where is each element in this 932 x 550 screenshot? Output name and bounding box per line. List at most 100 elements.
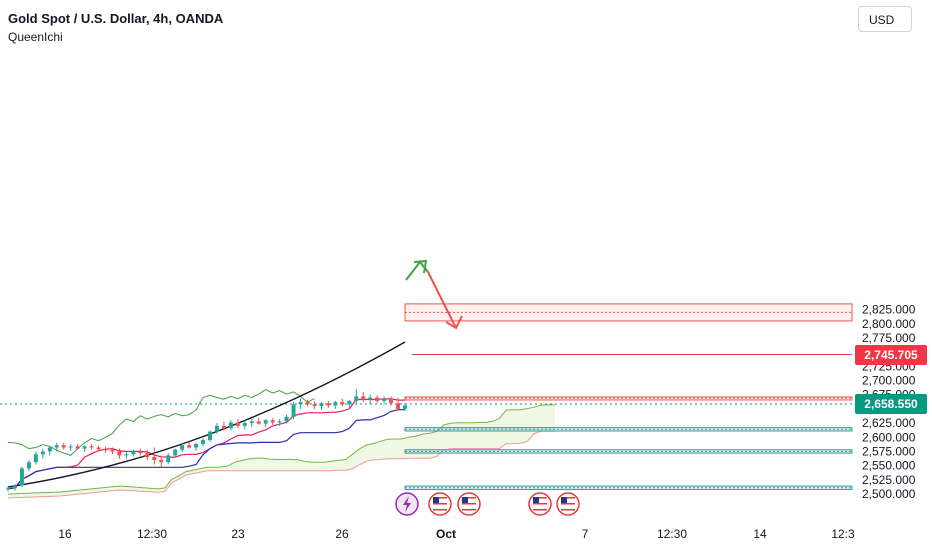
candle-body	[187, 445, 192, 448]
candle	[61, 442, 66, 450]
candle-body	[138, 451, 143, 454]
candle-body	[389, 398, 394, 404]
lightning-icon	[403, 496, 411, 512]
flag-stripe	[433, 500, 447, 502]
x-tick-label: 23	[231, 527, 245, 541]
us-flag-event-icon[interactable]	[528, 492, 552, 516]
target-supply-zone	[404, 303, 853, 322]
arrow-head-down	[445, 315, 463, 330]
candle-body	[110, 449, 115, 452]
candle	[47, 445, 52, 456]
arrow-head-up	[413, 259, 428, 274]
candle	[340, 398, 345, 407]
candle	[194, 442, 199, 451]
flag-stripe	[533, 497, 547, 499]
senkou-span-a	[7, 404, 555, 495]
candle-body	[61, 445, 66, 448]
candle	[131, 449, 136, 457]
currency-selector[interactable]: USD	[858, 6, 912, 32]
us-flag-event-icon[interactable]	[457, 492, 481, 516]
candle-body	[277, 421, 282, 423]
flag-stripe	[561, 503, 575, 505]
candle	[117, 448, 122, 459]
candle	[187, 441, 192, 449]
candle-body	[145, 453, 150, 458]
flag-stripe	[561, 500, 575, 502]
candle	[68, 444, 73, 451]
candle-body	[214, 425, 219, 432]
candle	[82, 445, 87, 453]
candle-body	[263, 420, 268, 424]
candle	[166, 453, 171, 465]
candle-body	[103, 449, 108, 451]
candle	[284, 414, 289, 424]
flag-canton	[533, 497, 539, 503]
resistance-zone	[404, 396, 853, 401]
candle	[221, 421, 226, 431]
candle	[361, 391, 366, 403]
candle	[6, 486, 10, 492]
candle-body	[89, 446, 94, 448]
candle	[145, 449, 150, 460]
flag-stripe	[433, 506, 447, 508]
y-tick-label: 2,700.000	[862, 374, 916, 388]
candle	[110, 447, 115, 455]
flag-stripe	[561, 497, 575, 499]
flash-event-icon[interactable]	[395, 492, 419, 516]
flag-stripe	[533, 503, 547, 505]
candle-body	[201, 440, 206, 445]
flag-stripe	[433, 509, 447, 511]
candle-body	[382, 398, 387, 401]
candle-body	[319, 403, 324, 407]
zone-rect	[404, 303, 853, 322]
candle-body	[131, 451, 136, 455]
candle-body	[340, 402, 345, 405]
candle	[159, 455, 164, 467]
x-tick-label: 26	[335, 527, 349, 541]
candle-body	[194, 444, 199, 448]
flag-stripe	[433, 503, 447, 505]
candle-body	[354, 396, 359, 401]
candle	[242, 420, 247, 430]
flag-canton	[433, 497, 439, 503]
candle	[333, 400, 338, 409]
candle	[75, 444, 80, 450]
us-flag-event-icon[interactable]	[556, 492, 580, 516]
candle	[389, 396, 394, 406]
candle	[96, 445, 101, 451]
candle	[305, 399, 310, 407]
candle	[326, 400, 331, 408]
x-tick-label: 14	[753, 527, 767, 541]
candle-body	[375, 397, 380, 401]
candle	[180, 442, 185, 453]
candle	[173, 448, 178, 458]
candle-body	[6, 488, 10, 490]
moving-average-line	[7, 341, 406, 488]
candle-body	[33, 454, 38, 463]
candle-body	[284, 416, 289, 422]
us-flag-event-icon[interactable]	[428, 492, 452, 516]
y-tick-label: 2,500.000	[862, 487, 916, 501]
candle-body	[333, 402, 338, 406]
flag-stripe	[433, 497, 447, 499]
candle	[263, 419, 268, 428]
support-zone-3	[404, 485, 853, 490]
candle-body	[47, 447, 52, 452]
candle-body	[173, 449, 178, 456]
y-tick-label: 2,550.000	[862, 459, 916, 473]
candle	[249, 419, 254, 428]
flag-stripe	[533, 506, 547, 508]
y-tick-label: 2,575.000	[862, 444, 916, 458]
zone-rect	[404, 396, 853, 401]
candle	[152, 447, 157, 465]
candle-body	[117, 451, 122, 456]
target-price-tag: 2,745.705	[855, 344, 927, 365]
candle-body	[235, 422, 240, 426]
indicator-label[interactable]: QueenIchi	[8, 30, 63, 44]
candle-body	[124, 454, 129, 456]
candle	[347, 399, 352, 408]
chikou-line	[7, 389, 315, 456]
candle-body	[166, 455, 171, 463]
candle	[291, 402, 296, 420]
